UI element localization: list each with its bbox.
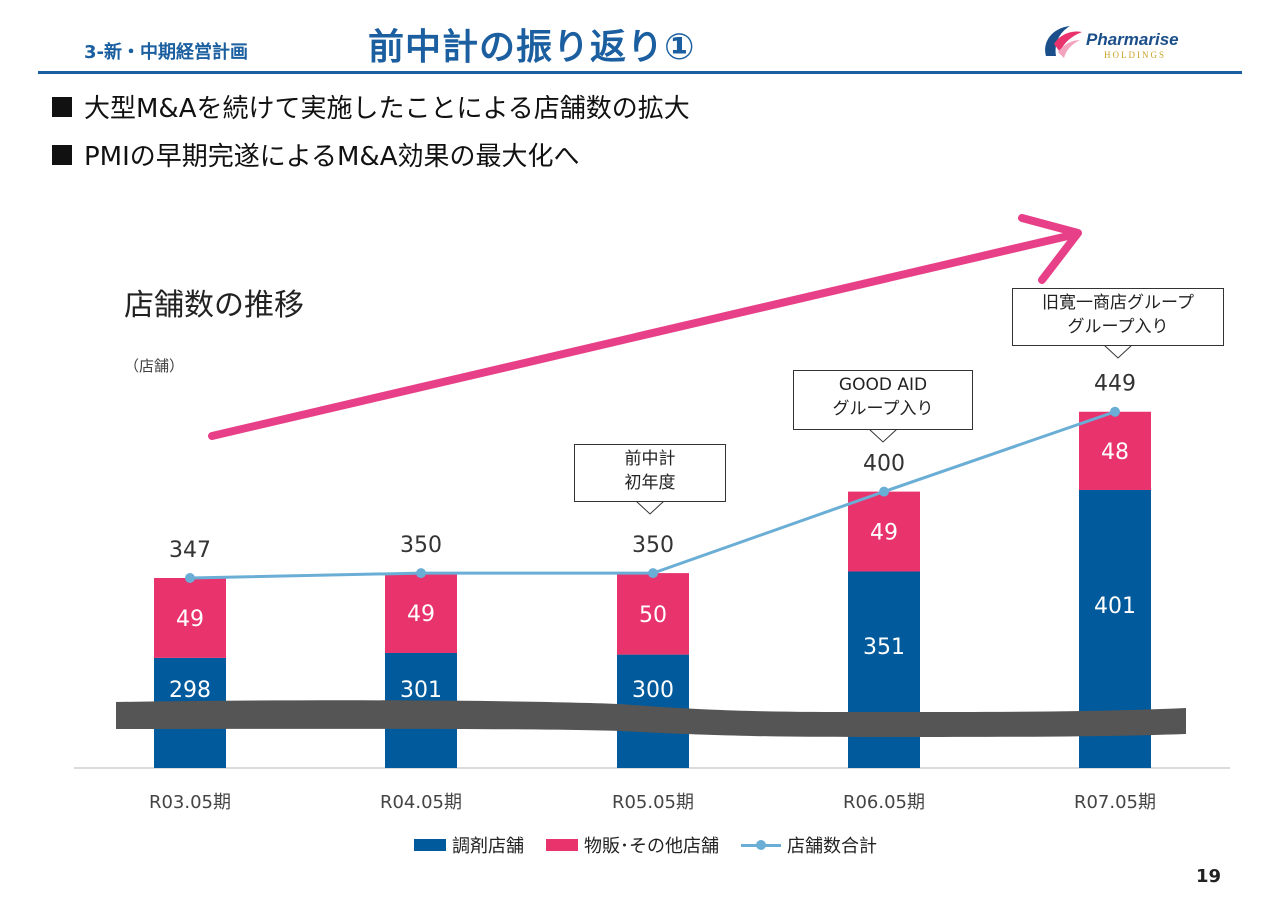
total-value-label: 449	[1094, 372, 1136, 397]
bar-other-label: 48	[1101, 440, 1129, 465]
bar-other	[385, 573, 457, 653]
chart-title: 店舗数の推移	[124, 288, 304, 323]
x-tick-label: R05.05期	[612, 792, 694, 813]
legend-item-other: 物販･その他店舗	[546, 832, 719, 858]
logo-name: Pharmarise	[1086, 30, 1179, 49]
legend-label: 調剤店舗	[452, 836, 524, 857]
total-value-label: 350	[400, 533, 442, 558]
callout-text: 初年度	[624, 473, 676, 493]
chart-unit-label: （店舗）	[124, 357, 185, 375]
legend-line-swatch	[741, 839, 781, 851]
callout-pointer	[868, 428, 898, 443]
company-logo: Pharmarise HOLDINGS	[1038, 22, 1208, 66]
bar-dispensing	[848, 571, 920, 768]
bar-dispensing-label: 300	[632, 678, 674, 703]
callout-text: 旧寛一商店グループ	[1042, 293, 1194, 313]
bar-other-label: 49	[407, 602, 435, 627]
axis-break-band	[116, 700, 1186, 737]
bar-dispensing-label: 401	[1094, 594, 1136, 619]
bullet-item: 大型M&Aを続けて実施したことによる店舗数の拡大	[52, 88, 690, 125]
total-point	[648, 568, 658, 579]
callout-text: グループ入り	[1067, 317, 1169, 337]
legend-item-total: 店舗数合計	[741, 832, 877, 858]
bullet-square-icon	[52, 96, 72, 117]
callout-text: GOOD AID	[838, 375, 928, 395]
bullet-item: PMIの早期完遂によるM&A効果の最大化へ	[52, 136, 580, 173]
legend-label: 店舗数合計	[787, 836, 877, 857]
x-tick-label: R07.05期	[1074, 792, 1156, 813]
total-value-label: 347	[169, 538, 211, 563]
total-point	[879, 486, 889, 497]
section-label: 3-新・中期経営計画	[84, 42, 248, 63]
legend-label: 物販･その他店舗	[584, 836, 719, 857]
total-value-label: 400	[863, 452, 905, 477]
legend-swatch	[414, 839, 446, 851]
bar-other	[154, 578, 226, 658]
legend-swatch	[546, 839, 578, 851]
growth-arrow-head-icon	[1018, 214, 1082, 284]
total-value-label: 350	[632, 533, 674, 558]
bar-other-label: 49	[870, 521, 898, 546]
bullet-square-icon	[52, 144, 72, 165]
x-tick-label: R03.05期	[149, 792, 231, 813]
callout-pointer	[635, 500, 665, 515]
bar-other	[1079, 411, 1151, 490]
bullet-text: 大型M&Aを続けて実施したことによる店舗数の拡大	[84, 94, 690, 124]
callout-pointer	[1103, 344, 1133, 359]
callout-text: グループ入り	[832, 399, 934, 419]
bar-other-label: 50	[639, 603, 667, 628]
x-tick-label: R06.05期	[843, 792, 925, 813]
bar-other	[848, 491, 920, 572]
bullet-text: PMIの早期完遂によるM&A効果の最大化へ	[84, 142, 580, 172]
bar-other-label: 49	[176, 607, 204, 632]
total-point	[185, 573, 195, 583]
callout-text: 前中計	[624, 449, 676, 469]
logo-subtitle: HOLDINGS	[1104, 50, 1166, 60]
total-point	[1110, 406, 1120, 417]
bar-dispensing-label: 351	[863, 635, 905, 660]
header-divider	[38, 71, 1242, 74]
callout-box: 前中計 初年度	[574, 444, 726, 502]
legend-item-dispensing: 調剤店舗	[414, 832, 524, 858]
total-point	[416, 568, 426, 579]
callout-box: 旧寛一商店グループ グループ入り	[1012, 288, 1224, 346]
bar-dispensing-label: 301	[400, 678, 442, 703]
page-title: 前中計の振り返り①	[368, 27, 696, 68]
callout-box: GOOD AID グループ入り	[793, 370, 973, 430]
bar-dispensing-label: 298	[169, 678, 211, 703]
bar-other	[617, 573, 689, 655]
x-tick-label: R04.05期	[380, 792, 462, 813]
chart-legend: 調剤店舗 物販･その他店舗 店舗数合計	[414, 832, 899, 858]
logo-mark-icon	[1045, 26, 1082, 58]
growth-arrow-shaft	[208, 232, 1072, 440]
page-number: 19	[1196, 866, 1222, 887]
